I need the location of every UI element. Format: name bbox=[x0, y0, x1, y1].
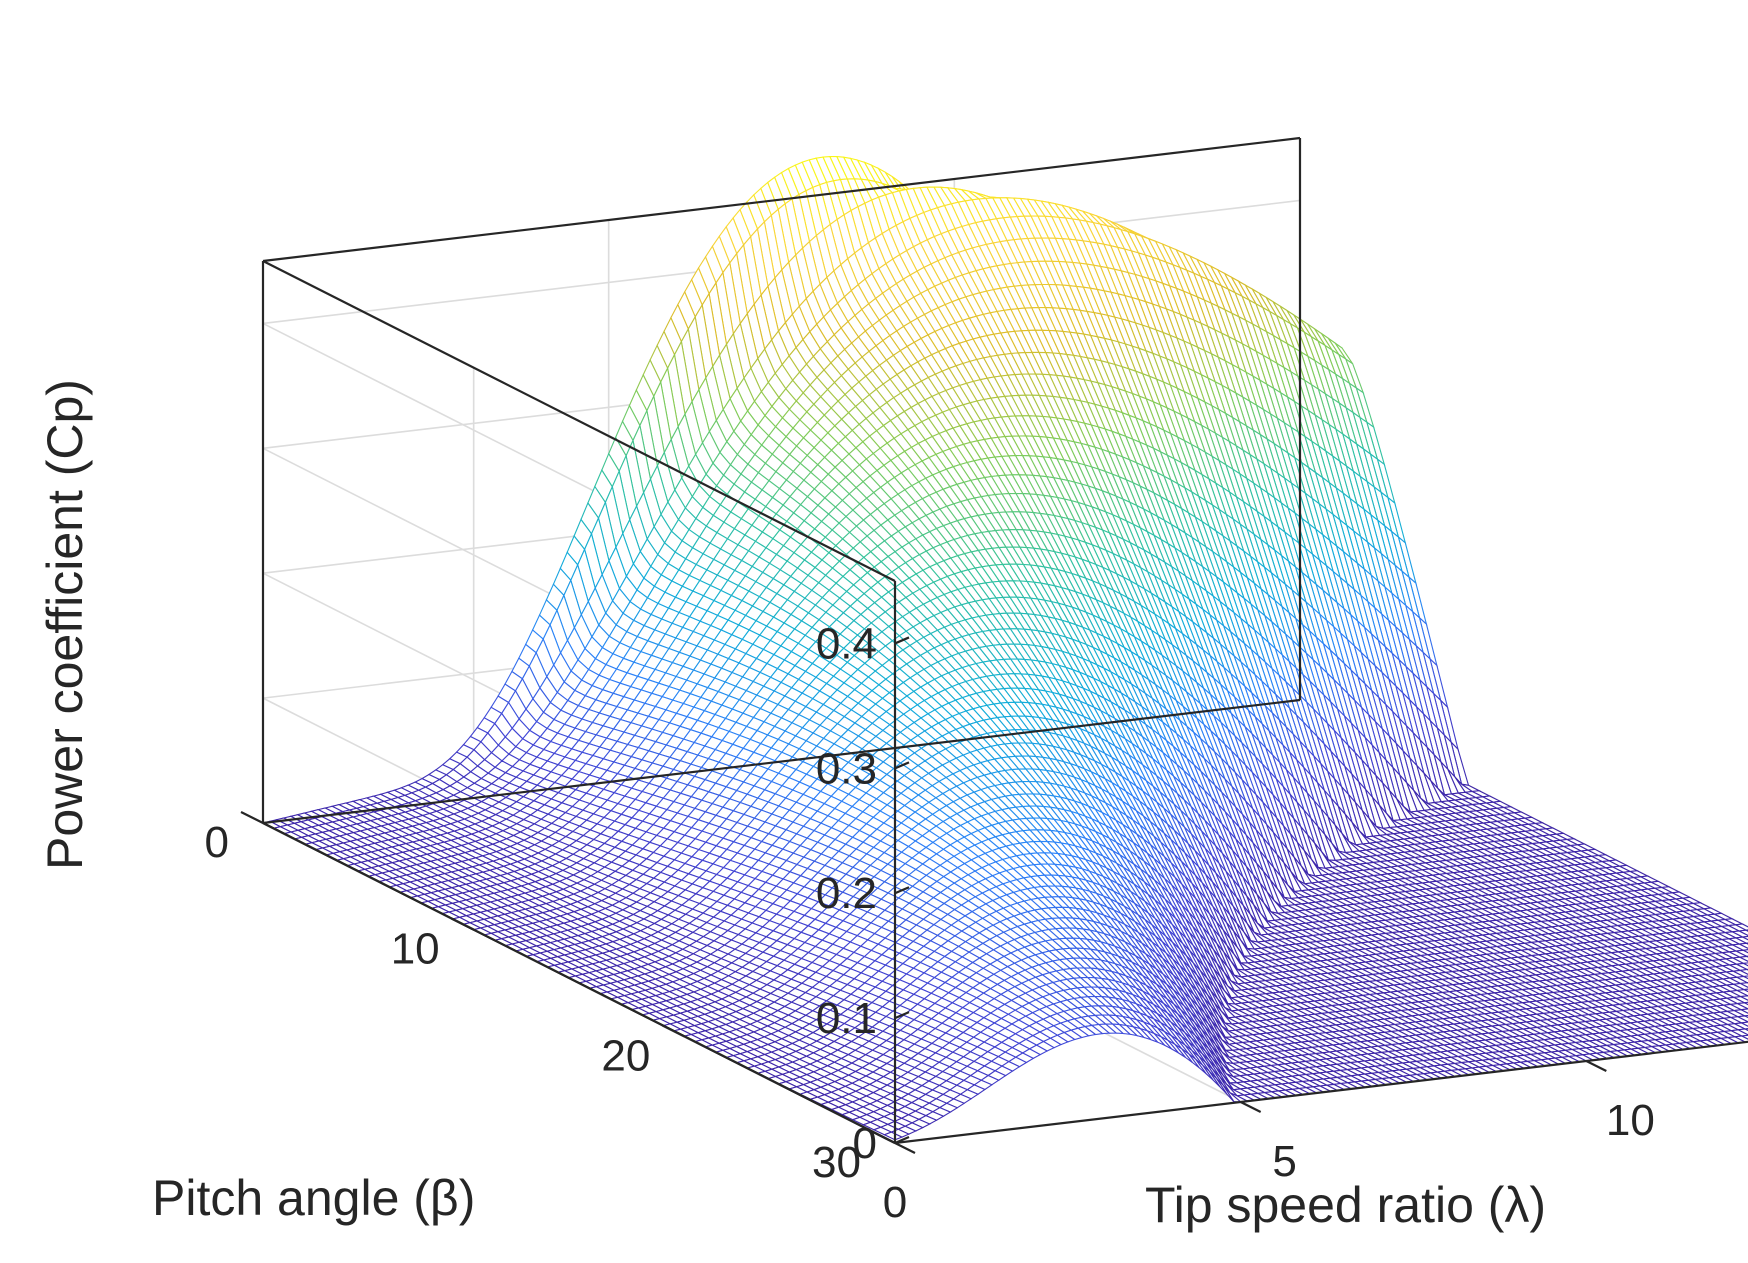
surface-mesh bbox=[261, 155, 1748, 1141]
